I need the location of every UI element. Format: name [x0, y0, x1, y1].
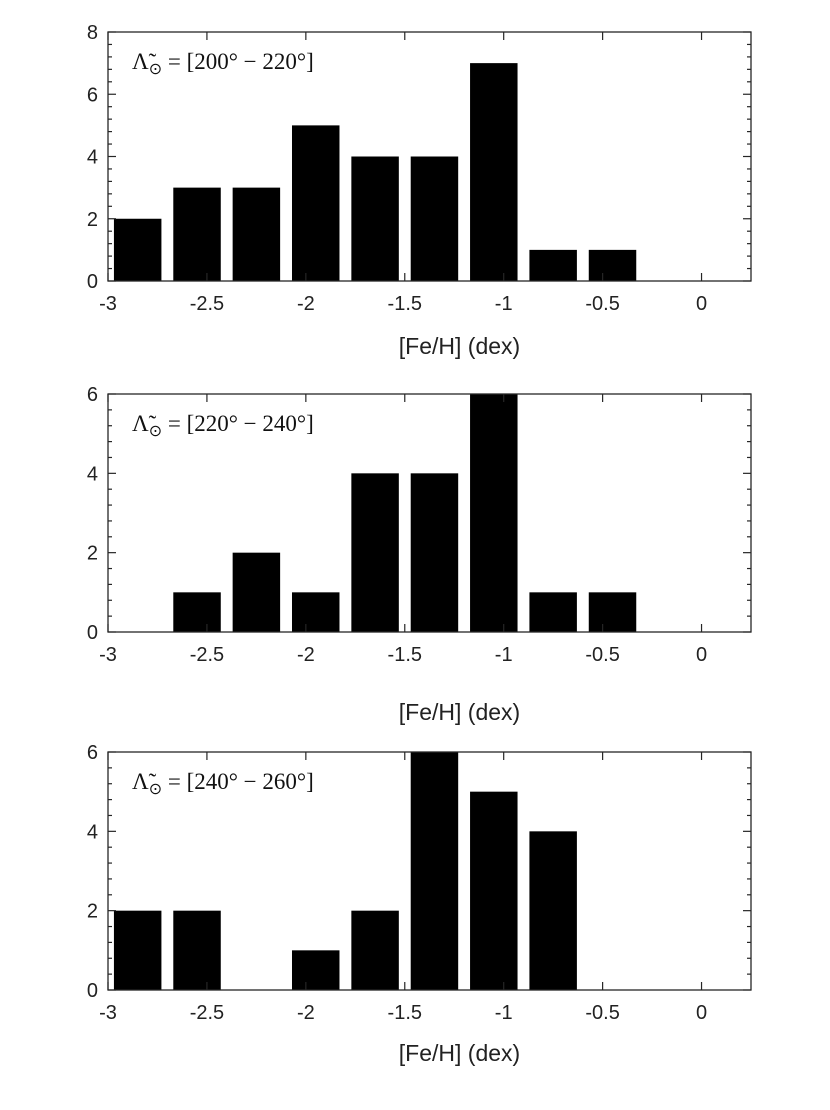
bar: [232, 187, 281, 281]
x-tick-label: -1.5: [388, 644, 422, 666]
y-tick-label: 4: [87, 147, 98, 169]
x-tick-label: -1: [495, 293, 513, 315]
x-tick-label: -2: [297, 1002, 315, 1024]
bar: [410, 156, 459, 281]
y-tick-label: 2: [87, 901, 98, 923]
bar: [529, 249, 577, 281]
x-tick-label: -0.5: [585, 293, 619, 315]
y-tick-label: 0: [87, 271, 98, 293]
bar: [470, 394, 518, 632]
y-tick-label: 6: [87, 384, 98, 406]
panel-range-label: Λ̃⊙ = [220° − 240°]: [132, 411, 314, 440]
bar: [529, 592, 577, 632]
bar: [351, 910, 399, 990]
y-tick-label: 0: [87, 980, 98, 1002]
bar: [588, 592, 637, 632]
bar: [291, 592, 340, 632]
x-tick-label: -0.5: [585, 1002, 619, 1024]
y-tick-label: 0: [87, 622, 98, 644]
bar: [588, 249, 637, 281]
bars-3: [113, 752, 577, 990]
range-text: = [240° − 260°]: [162, 769, 314, 794]
bar: [351, 473, 399, 632]
tick-marks: [107, 31, 751, 282]
y-tick-label: 6: [87, 742, 98, 764]
y-tick-label: 4: [87, 821, 98, 843]
y-tick-label: 2: [87, 543, 98, 565]
x-tick-label: -3: [99, 644, 117, 666]
x-tick-label: 0: [696, 293, 707, 315]
x-tick-label: 0: [696, 644, 707, 666]
x-axis-label: [Fe/H] (dex): [399, 333, 520, 359]
x-tick-label: 0: [696, 1002, 707, 1024]
bars-1: [113, 63, 637, 281]
bar: [113, 218, 162, 281]
bar: [291, 950, 340, 990]
x-tick-label: -2: [297, 644, 315, 666]
x-tick-label: -1: [495, 644, 513, 666]
x-axis-label: [Fe/H] (dex): [399, 699, 520, 725]
bar: [470, 791, 518, 990]
range-text: = [200° − 220°]: [162, 49, 314, 74]
x-tick-label: -1.5: [388, 1002, 422, 1024]
bar: [410, 473, 459, 632]
tick-marks: [107, 751, 751, 991]
x-tick-label: -2.5: [190, 1002, 224, 1024]
bars-2: [173, 394, 637, 632]
range-text: = [220° − 240°]: [162, 411, 314, 436]
bar: [410, 752, 459, 990]
sun-subscript: ⊙: [149, 781, 162, 798]
x-tick-label: -2.5: [190, 293, 224, 315]
x-tick-label: -2.5: [190, 644, 224, 666]
bar: [232, 552, 281, 632]
bar: [291, 125, 340, 281]
y-tick-label: 6: [87, 84, 98, 106]
bar: [173, 187, 221, 281]
sun-subscript: ⊙: [149, 423, 162, 440]
y-tick-label: 2: [87, 209, 98, 231]
bar: [173, 592, 221, 632]
bar: [113, 910, 162, 990]
panel-2: -3 -2.5 -2 -1.5 -1 -0.5 0 0 2 4 6 [Fe/H] (dex) Λ̃⊙ =…: [87, 384, 752, 725]
x-tick-label: -3: [99, 293, 117, 315]
x-tick-label: -3: [99, 1002, 117, 1024]
x-tick-label: -0.5: [585, 644, 619, 666]
bar: [529, 831, 577, 990]
axes-frame: [107, 751, 752, 991]
y-tick-label: 8: [87, 22, 98, 44]
sun-subscript: ⊙: [149, 61, 162, 78]
y-tick-label: 4: [87, 463, 98, 485]
bar: [470, 63, 518, 281]
x-tick-label: -2: [297, 293, 315, 315]
bar: [351, 156, 399, 281]
x-tick-label: -1.5: [388, 293, 422, 315]
axes-frame: [107, 393, 752, 633]
x-axis-label: [Fe/H] (dex): [399, 1040, 520, 1066]
bar: [173, 910, 221, 990]
tick-marks: [107, 393, 751, 633]
x-tick-label: -1: [495, 1002, 513, 1024]
